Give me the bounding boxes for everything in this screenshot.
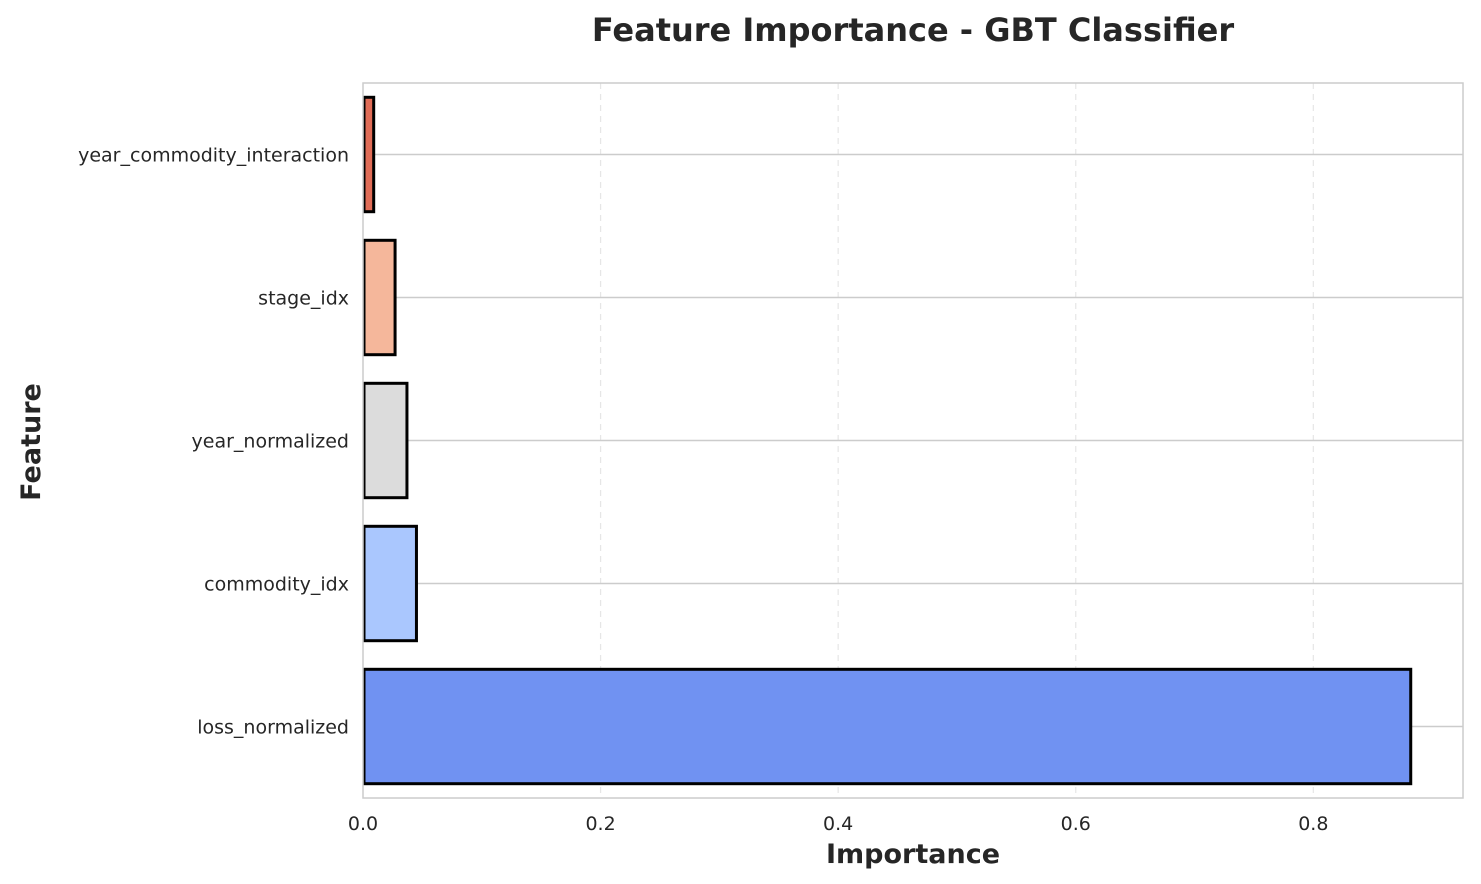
chart-title: Feature Importance - GBT Classifier	[592, 11, 1235, 49]
y-tick-labels: loss_normalized commodity_idx year_normali…	[78, 145, 349, 739]
plot-frame	[362, 82, 1464, 799]
x-tick-label: 0.4	[823, 813, 853, 835]
y-axis-label: Feature	[16, 383, 47, 501]
y-tick-label: year_normalized	[192, 431, 349, 453]
x-tick-label: 0.8	[1298, 813, 1328, 835]
y-tick-label: stage_idx	[258, 288, 349, 310]
x-tick-label: 0.2	[585, 813, 615, 835]
x-tick-labels: 0.0 0.2 0.4 0.6 0.8	[348, 813, 1329, 835]
y-tick-label: loss_normalized	[197, 717, 349, 739]
y-tick-label: commodity_idx	[204, 574, 349, 596]
bar-loss-normalized	[362, 667, 1413, 786]
x-axis-label: Importance	[826, 839, 1000, 870]
bar-year-normalized	[362, 381, 409, 500]
x-tick-label: 0.0	[348, 813, 378, 835]
x-tick-label: 0.6	[1061, 813, 1091, 835]
bar-commodity-idx	[362, 524, 418, 643]
bar-stage-idx	[362, 238, 397, 357]
y-tick-label: year_commodity_interaction	[78, 145, 349, 167]
bar-layer	[362, 95, 1413, 786]
bar-year-commodity-interaction	[362, 95, 376, 214]
